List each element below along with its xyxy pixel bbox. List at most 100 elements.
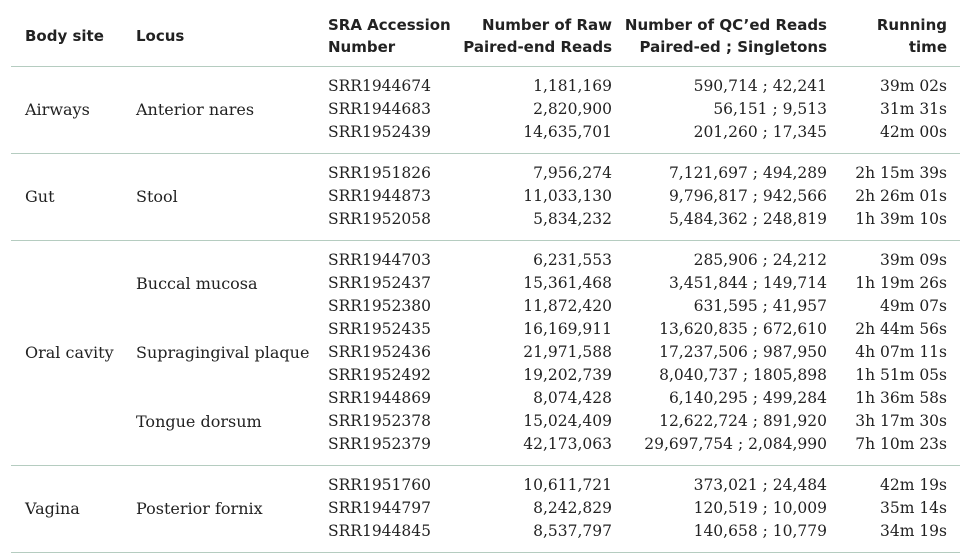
running-time-cell: 4h 07m 11s: [855, 343, 947, 361]
running-time-cell: 7h 10m 23s: [855, 435, 947, 453]
header-body-site: Body site: [25, 27, 104, 45]
qc-reads-cell: 6,140,295 ; 499,284: [668, 389, 827, 407]
table-row: SRR1944703 6,231,553 285,906 ; 24,212 39m 0…: [11, 249, 960, 272]
raw-reads-cell: 5,834,232: [533, 210, 612, 228]
raw-reads-cell: 6,231,553: [533, 251, 612, 269]
sra-accession-cell: SRR1952378: [328, 412, 431, 430]
running-time-cell: 2h 26m 01s: [855, 187, 947, 205]
header-running-time: Running time: [877, 14, 947, 58]
raw-reads-cell: 14,635,701: [523, 123, 612, 141]
table-row: SRR1952436 21,971,588 17,237,506 ; 987,950…: [11, 341, 960, 364]
qc-reads-cell: 13,620,835 ; 672,610: [659, 320, 827, 338]
table-row: SRR1952492 19,202,739 8,040,737 ; 1805,898…: [11, 364, 960, 387]
table-group: Airways Anterior nares SRR1944674 1,181,169…: [11, 67, 960, 154]
table-row: SRR1944797 8,242,829 120,519 ; 10,009 35m 1…: [11, 497, 960, 520]
sra-accession-cell: SRR1952380: [328, 297, 431, 315]
sra-accession-cell: SRR1944703: [328, 251, 431, 269]
raw-reads-cell: 1,181,169: [533, 77, 612, 95]
sra-accession-cell: SRR1952439: [328, 123, 431, 141]
sra-accession-cell: SRR1951760: [328, 476, 431, 494]
running-time-cell: 1h 51m 05s: [855, 366, 947, 384]
raw-reads-cell: 8,242,829: [533, 499, 612, 517]
raw-reads-cell: 11,033,130: [523, 187, 612, 205]
locus-cell: Supragingival plaque: [136, 343, 310, 362]
raw-reads-cell: 15,361,468: [523, 274, 612, 292]
raw-reads-cell: 10,611,721: [523, 476, 612, 494]
running-time-cell: 31m 31s: [879, 100, 947, 118]
body-site-cell: Airways: [25, 100, 90, 119]
table-group: Oral cavity Buccal mucosa Supragingival pl…: [11, 241, 960, 466]
table-row: SRR1952439 14,635,701 201,260 ; 17,345 42m …: [11, 121, 960, 144]
header-raw-line1: Number of Raw: [482, 16, 612, 34]
qc-reads-cell: 8,040,737 ; 1805,898: [659, 366, 827, 384]
locus-cell: Anterior nares: [136, 100, 255, 119]
header-time-line2: time: [908, 38, 947, 56]
running-time-cell: 2h 15m 39s: [855, 164, 947, 182]
qc-reads-cell: 285,906 ; 24,212: [693, 251, 827, 269]
raw-reads-cell: 42,173,063: [523, 435, 612, 453]
running-time-cell: 2h 44m 56s: [855, 320, 947, 338]
table-row: SRR1952435 16,169,911 13,620,835 ; 672,610…: [11, 318, 960, 341]
running-time-cell: 35m 14s: [879, 499, 947, 517]
running-time-cell: 42m 19s: [879, 476, 947, 494]
raw-reads-cell: 21,971,588: [523, 343, 612, 361]
qc-reads-cell: 140,658 ; 10,779: [693, 522, 827, 540]
table-row: SRR1944869 8,074,428 6,140,295 ; 499,284 1h…: [11, 387, 960, 410]
locus-cell: Buccal mucosa: [136, 274, 258, 293]
raw-reads-cell: 8,537,797: [533, 522, 612, 540]
qc-reads-cell: 17,237,506 ; 987,950: [659, 343, 827, 361]
qc-reads-cell: 201,260 ; 17,345: [693, 123, 827, 141]
header-sra: SRA Accession Number: [328, 14, 451, 58]
locus-cell: Posterior fornix: [136, 499, 263, 518]
sra-accession-cell: SRR1944797: [328, 499, 431, 517]
sra-accession-cell: SRR1952435: [328, 320, 431, 338]
header-locus: Locus: [136, 27, 185, 45]
qc-reads-cell: 7,121,697 ; 494,289: [668, 164, 827, 182]
header-qc-line2: Paired-ed ; Singletons: [639, 38, 828, 56]
table-row: SRR1952437 15,361,468 3,451,844 ; 149,714 1…: [11, 272, 960, 295]
qc-reads-cell: 631,595 ; 41,957: [693, 297, 827, 315]
table-row: SRR1944845 8,537,797 140,658 ; 10,779 34m 1…: [11, 520, 960, 543]
qc-reads-cell: 590,714 ; 42,241: [693, 77, 827, 95]
header-qc-line1: Number of QC’ed Reads: [624, 16, 827, 34]
header-sra-line2: Number: [328, 38, 396, 56]
locus-cell: Tongue dorsum: [136, 412, 262, 431]
table-row: SRR1944683 2,820,900 56,151 ; 9,513 31m 31s: [11, 98, 960, 121]
running-time-cell: 1h 19m 26s: [855, 274, 947, 292]
body-site-cell: Gut: [25, 187, 55, 206]
table-row: SRR1944873 11,033,130 9,796,817 ; 942,566 2…: [11, 185, 960, 208]
qc-reads-cell: 5,484,362 ; 248,819: [668, 210, 827, 228]
sra-accession-cell: SRR1944683: [328, 100, 431, 118]
sra-accession-cell: SRR1951826: [328, 164, 431, 182]
sra-accession-cell: SRR1952437: [328, 274, 431, 292]
table-group: Vagina Posterior fornix SRR1951760 10,611,7…: [11, 466, 960, 553]
qc-reads-cell: 9,796,817 ; 942,566: [668, 187, 827, 205]
raw-reads-cell: 15,024,409: [523, 412, 612, 430]
header-sra-line1: SRA Accession: [328, 16, 451, 34]
table-row: SRR1952378 15,024,409 12,622,724 ; 891,920…: [11, 410, 960, 433]
sra-accession-cell: SRR1944873: [328, 187, 431, 205]
running-time-cell: 39m 09s: [879, 251, 947, 269]
raw-reads-cell: 11,872,420: [523, 297, 612, 315]
locus-cell: Stool: [136, 187, 178, 206]
table-row: SRR1952379 42,173,063 29,697,754 ; 2,084,9…: [11, 433, 960, 456]
running-time-cell: 42m 00s: [879, 123, 947, 141]
header-time-line1: Running: [876, 16, 947, 34]
running-time-cell: 39m 02s: [879, 77, 947, 95]
sra-accession-cell: SRR1952492: [328, 366, 431, 384]
sra-accession-cell: SRR1944845: [328, 522, 431, 540]
running-time-cell: 3h 17m 30s: [855, 412, 947, 430]
running-time-cell: 1h 36m 58s: [855, 389, 947, 407]
header-raw-reads: Number of Raw Paired-end Reads: [463, 14, 612, 58]
raw-reads-cell: 7,956,274: [533, 164, 612, 182]
table-row: SRR1944674 1,181,169 590,714 ; 42,241 39m 0…: [11, 75, 960, 98]
running-time-cell: 49m 07s: [879, 297, 947, 315]
sra-accession-cell: SRR1944869: [328, 389, 431, 407]
body-site-cell: Oral cavity: [25, 343, 114, 362]
sra-accession-cell: SRR1952436: [328, 343, 431, 361]
body-site-cell: Vagina: [25, 499, 80, 518]
table-row: SRR1951760 10,611,721 373,021 ; 24,484 42m …: [11, 474, 960, 497]
table-row: SRR1951826 7,956,274 7,121,697 ; 494,289 2h…: [11, 162, 960, 185]
table-row: SRR1952380 11,872,420 631,595 ; 41,957 49m …: [11, 295, 960, 318]
running-time-cell: 1h 39m 10s: [855, 210, 947, 228]
